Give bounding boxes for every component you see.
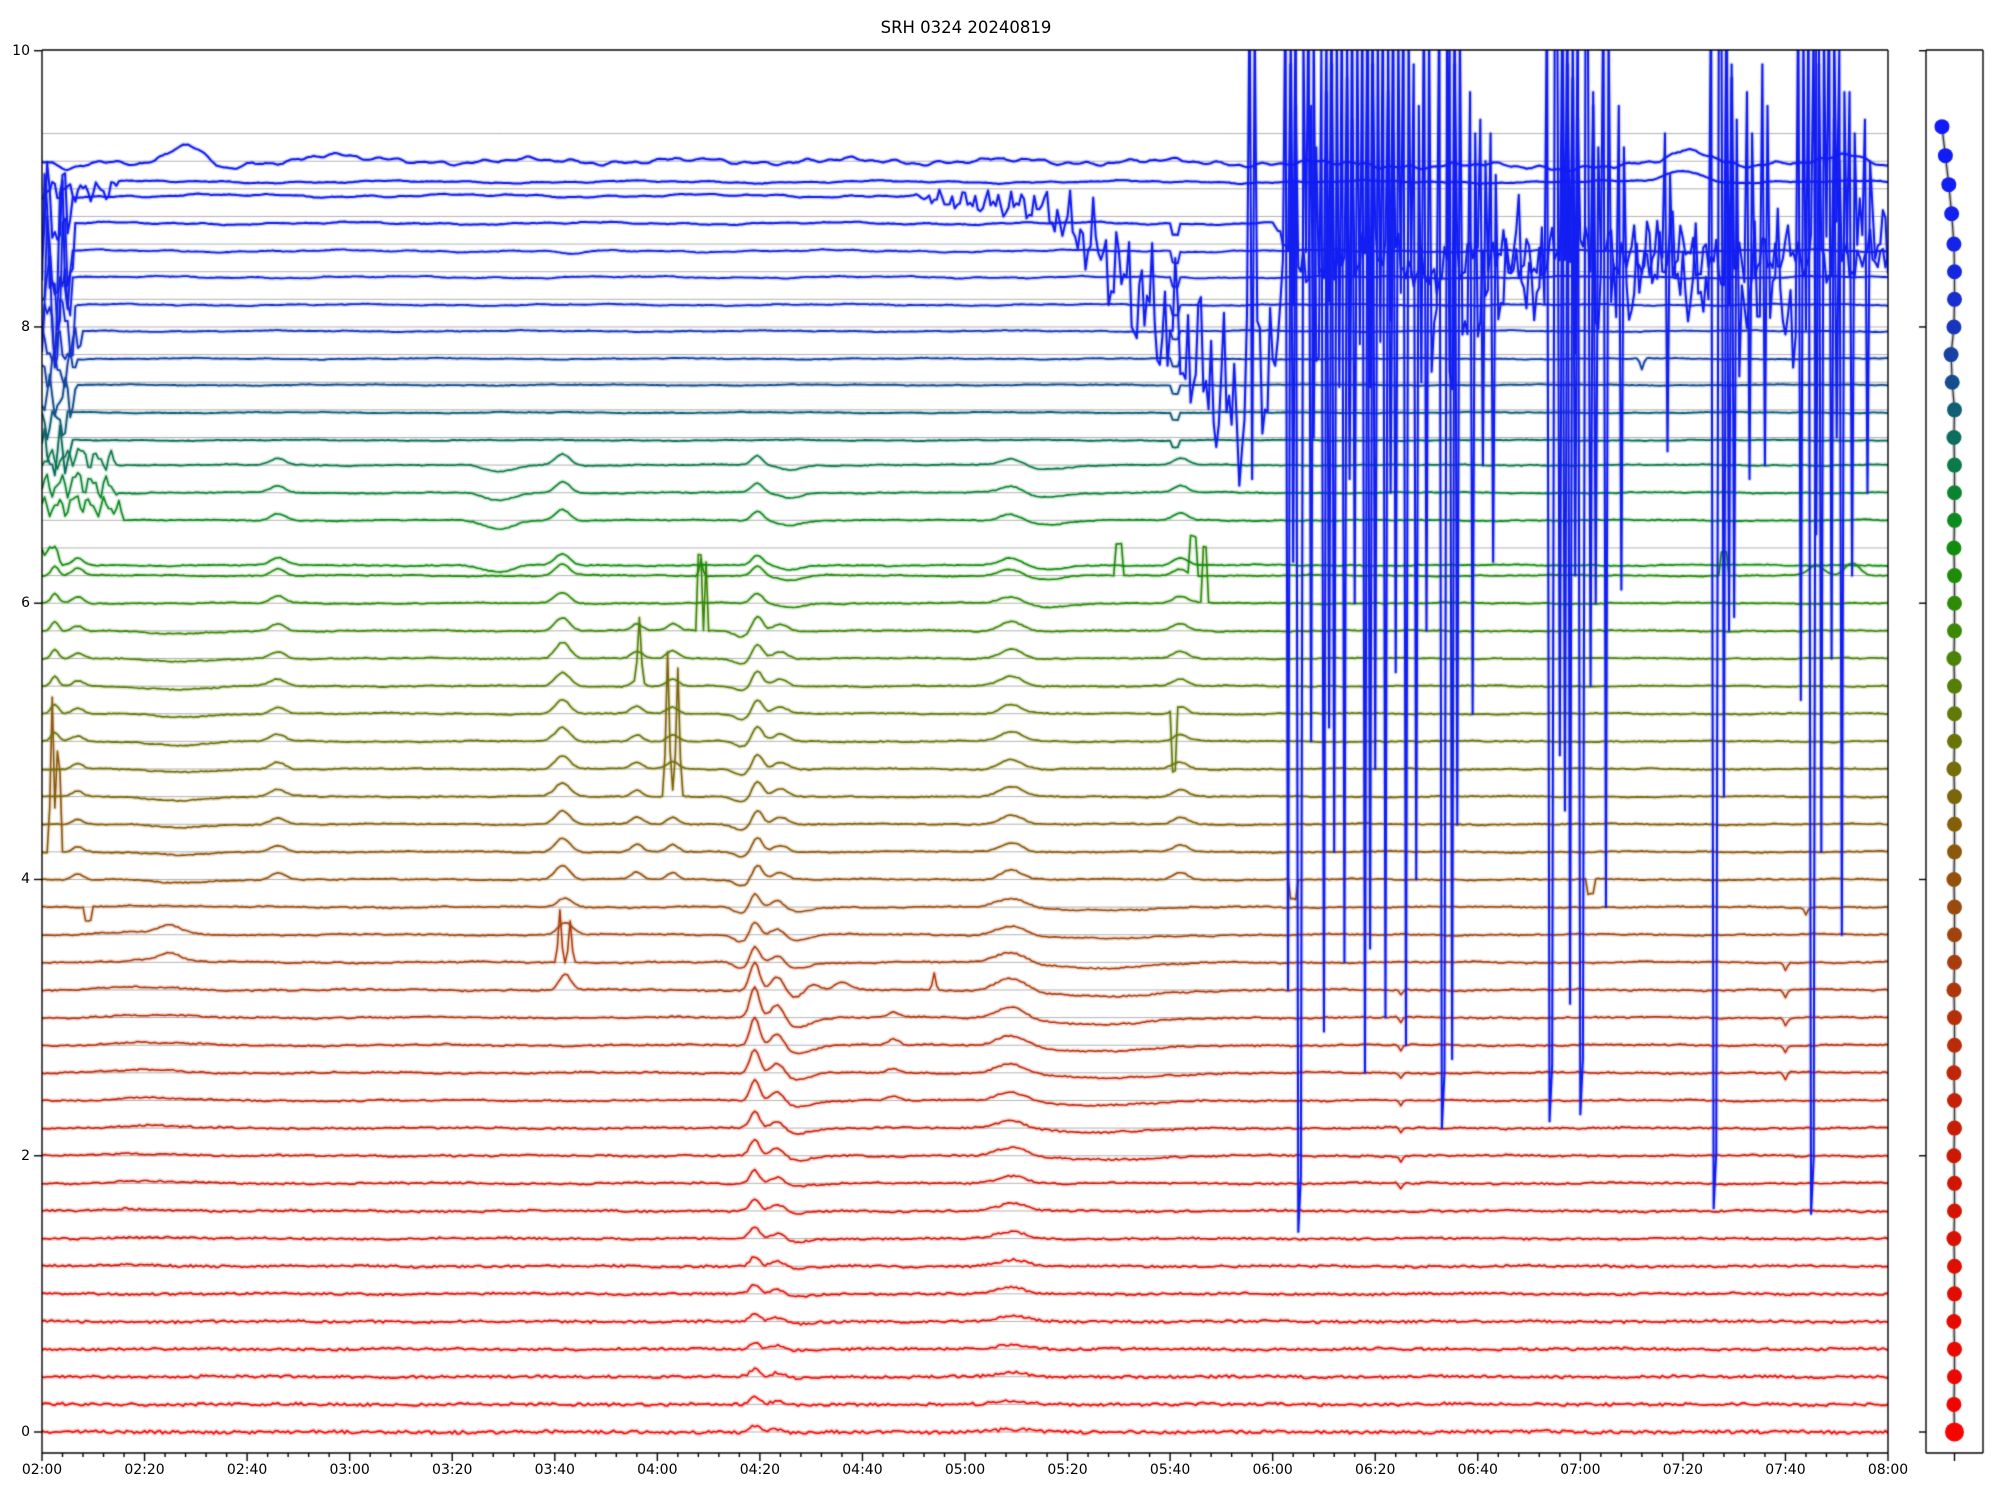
y-tick-label: 10	[12, 42, 30, 59]
x-tick-label: 02:00	[21, 1462, 63, 1478]
x-tick-label: 04:40	[842, 1462, 883, 1478]
y-tick-label: 2	[21, 1147, 30, 1164]
x-tick-label: 06:00	[1252, 1462, 1293, 1478]
x-tick-label: 05:40	[1149, 1462, 1191, 1478]
x-tick-label: 03:00	[329, 1462, 370, 1478]
x-tick-label: 05:20	[1047, 1462, 1088, 1478]
x-tick-label: 07:40	[1765, 1462, 1806, 1478]
x-tick-label: 02:40	[226, 1462, 268, 1478]
x-tick-label: 03:40	[534, 1462, 575, 1478]
y-tick-label: 4	[21, 871, 30, 888]
x-tick-label: 06:40	[1457, 1462, 1498, 1478]
x-tick-label: 03:20	[432, 1462, 473, 1478]
x-tick-label: 07:00	[1560, 1462, 1601, 1478]
x-tick-label: 07:20	[1662, 1462, 1704, 1478]
x-tick-label: 06:20	[1355, 1462, 1396, 1478]
x-tick-label: 08:00	[1867, 1462, 1909, 1478]
x-tick-label: 04:00	[637, 1462, 678, 1478]
x-tick-label: 05:00	[944, 1462, 986, 1478]
y-tick-label: 6	[21, 595, 30, 612]
x-tick-label: 02:20	[124, 1462, 165, 1478]
y-tick-label: 0	[21, 1424, 30, 1440]
y-tick-label: 8	[21, 318, 30, 335]
x-tick-label: 04:20	[739, 1462, 781, 1478]
